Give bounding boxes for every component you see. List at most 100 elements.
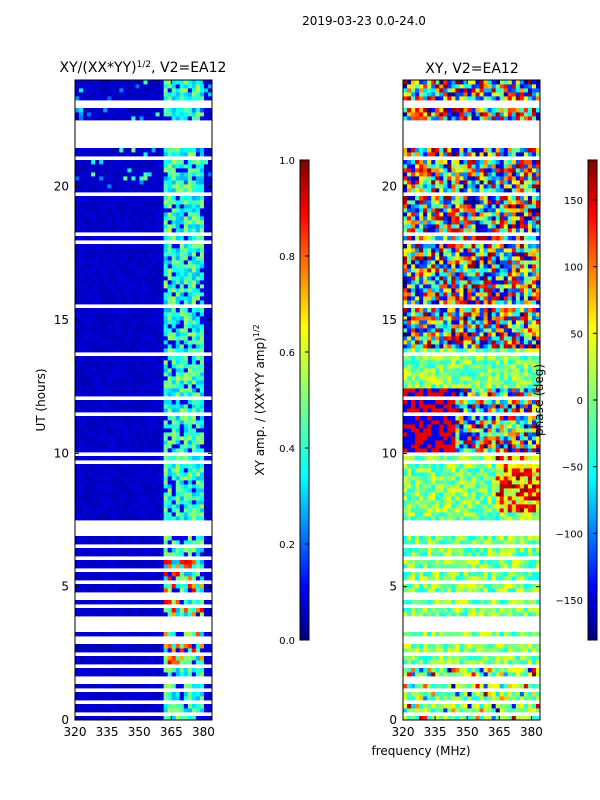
heatmap-cell xyxy=(479,612,484,617)
heatmap-cell xyxy=(191,564,197,569)
heatmap-cell xyxy=(187,660,193,665)
heatmap-cell xyxy=(535,648,541,653)
heatmap-cell xyxy=(103,420,108,425)
heatmap-cell xyxy=(127,392,132,397)
heatmap-cell xyxy=(123,348,128,353)
heatmap-cell xyxy=(175,116,181,121)
heatmap-cell xyxy=(199,560,205,565)
heatmap-cell xyxy=(83,84,88,89)
heatmap-cell xyxy=(203,576,209,581)
heatmap-cell xyxy=(95,612,100,617)
heatmap-cell xyxy=(511,644,517,649)
heatmap-cell xyxy=(99,464,104,469)
heatmap-cell xyxy=(119,400,124,405)
heatmap-cell xyxy=(191,284,197,289)
heatmap-cell xyxy=(139,704,144,709)
heatmap-cell xyxy=(111,244,116,249)
heatmap-cell xyxy=(107,436,112,441)
heatmap-cell xyxy=(155,492,161,497)
heatmap-cell xyxy=(203,488,209,493)
heatmap-cell xyxy=(175,684,181,689)
heatmap-cell xyxy=(411,572,416,577)
heatmap-cell xyxy=(531,656,537,661)
heatmap-cell xyxy=(91,84,96,89)
heatmap-cell xyxy=(87,600,92,605)
heatmap-cell xyxy=(183,280,189,285)
heatmap-cell xyxy=(163,496,169,501)
heatmap-cell xyxy=(167,360,173,365)
heatmap-cell xyxy=(107,280,112,285)
heatmap-cell xyxy=(487,564,493,569)
heatmap-cell xyxy=(171,176,177,181)
heatmap-cell xyxy=(167,704,173,709)
heatmap-cell xyxy=(107,364,112,369)
heatmap-cell xyxy=(135,292,140,297)
heatmap-cell xyxy=(199,428,205,433)
heatmap-cell xyxy=(471,600,476,605)
heatmap-cell xyxy=(187,228,193,233)
heatmap-cell xyxy=(155,392,161,397)
heatmap-cell xyxy=(183,360,189,365)
heatmap-cell xyxy=(91,336,96,341)
heatmap-cell xyxy=(207,420,213,425)
heatmap-cell xyxy=(447,588,452,593)
heatmap-cell xyxy=(199,600,205,605)
heatmap-cell xyxy=(183,600,189,605)
heatmap-cell xyxy=(167,296,173,301)
heatmap-cell xyxy=(127,660,132,665)
heatmap-cell xyxy=(127,184,132,189)
heatmap-cell xyxy=(91,212,96,217)
heatmap-cell xyxy=(195,228,201,233)
heatmap-cell xyxy=(179,96,185,101)
heatmap-cell xyxy=(187,188,193,193)
heatmap-cell xyxy=(83,424,88,429)
heatmap-cell xyxy=(127,512,132,517)
heatmap-cell xyxy=(99,392,104,397)
heatmap-cell xyxy=(95,312,100,317)
heatmap-cell xyxy=(139,312,144,317)
heatmap-cell xyxy=(167,180,173,185)
heatmap-cell xyxy=(99,432,104,437)
heatmap-cell xyxy=(195,484,201,489)
heatmap-cell xyxy=(111,292,116,297)
heatmap-cell xyxy=(403,608,408,613)
heatmap-cell xyxy=(75,488,80,493)
heatmap-cell xyxy=(111,84,116,89)
heatmap-cell xyxy=(475,584,480,589)
heatmap-cell xyxy=(163,484,169,489)
heatmap-cell xyxy=(95,504,100,509)
heatmap-cell xyxy=(79,588,84,593)
heatmap-cell xyxy=(143,672,148,677)
heatmap-cell xyxy=(135,188,140,193)
heatmap-cell xyxy=(131,256,136,261)
heatmap-cell xyxy=(127,272,132,277)
heatmap-cell xyxy=(111,704,116,709)
heatmap-cell xyxy=(163,260,169,265)
heatmap-cell xyxy=(75,364,80,369)
heatmap-cell xyxy=(423,656,428,661)
heatmap-cell xyxy=(499,656,505,661)
heatmap-cell xyxy=(179,704,185,709)
heatmap-cell xyxy=(435,612,440,617)
heatmap-cell xyxy=(183,188,189,193)
heatmap-cell xyxy=(183,696,189,701)
heatmap-cell xyxy=(83,172,88,177)
heatmap-cell xyxy=(103,692,108,697)
heatmap-cell xyxy=(191,516,197,521)
heatmap-cell xyxy=(495,644,501,649)
heatmap-cell xyxy=(187,376,193,381)
heatmap-cell xyxy=(127,588,132,593)
heatmap-cell xyxy=(199,92,205,97)
heatmap-cell xyxy=(191,480,197,485)
heatmap-cell xyxy=(163,112,169,117)
heatmap-cell xyxy=(183,392,189,397)
heatmap-cell xyxy=(207,480,213,485)
heatmap-cell xyxy=(507,588,513,593)
heatmap-cell xyxy=(95,88,100,93)
heatmap-cell xyxy=(147,404,152,409)
heatmap-cell xyxy=(163,536,169,541)
heatmap-cell xyxy=(171,508,177,513)
heatmap-cell xyxy=(419,588,424,593)
heatmap-cell xyxy=(155,632,161,637)
heatmap-cell xyxy=(183,608,189,613)
